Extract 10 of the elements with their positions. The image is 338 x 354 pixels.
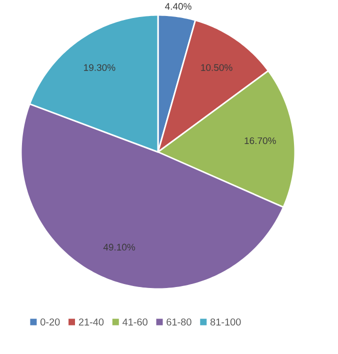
legend-label: 21-40	[78, 318, 104, 326]
legend-label: 41-60	[122, 318, 148, 326]
legend-label: 81-100	[210, 318, 241, 326]
legend-label: 0-20	[40, 318, 60, 326]
data-label: 19.30%	[84, 64, 116, 71]
legend-label: 61-80	[166, 318, 192, 326]
data-label: 16.70%	[244, 137, 276, 144]
data-label: 4.40%	[165, 3, 192, 10]
data-label: 49.10%	[103, 244, 136, 251]
data-label: 10.50%	[201, 64, 232, 71]
